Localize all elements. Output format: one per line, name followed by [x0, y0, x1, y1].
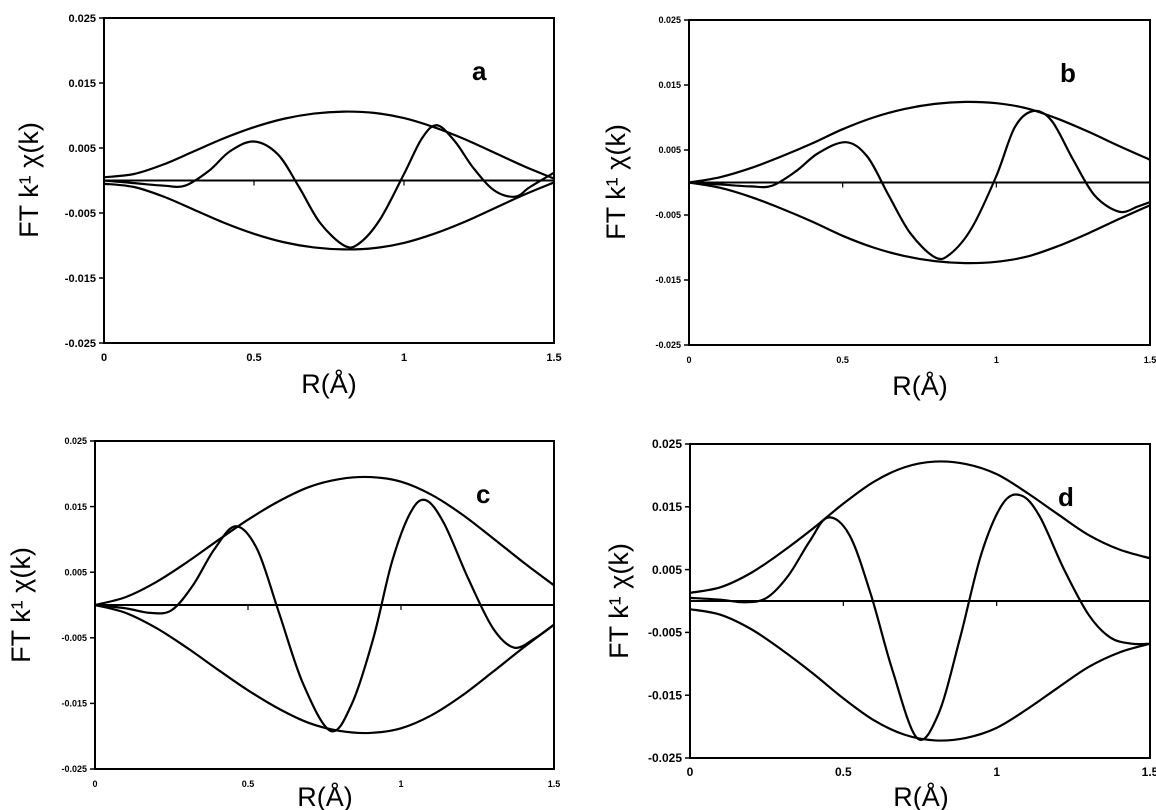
y-tick-label: 0.015 — [652, 500, 682, 514]
x-tick-label: 0 — [92, 779, 97, 789]
panel-letter: d — [1058, 482, 1074, 512]
y-tick-label: -0.015 — [648, 688, 682, 702]
x-tick-label: 0.5 — [242, 779, 255, 789]
x-tick-label: 0 — [101, 352, 107, 364]
panel-letter: c — [476, 479, 490, 509]
x-tick-label: 1 — [401, 352, 407, 364]
panel-letter: a — [472, 56, 487, 86]
y-tick-label: -0.025 — [648, 751, 682, 765]
panel-b: 0.025 0.015 0.005 -0.005 -0.015 -0.025 0 0.5 1 1.… — [601, 15, 1156, 401]
x-tick-label: 1.5 — [1144, 355, 1156, 365]
x-tick-label: 1 — [994, 355, 999, 365]
y-tick-label: 0.005 — [64, 567, 87, 577]
x-tick-label: 1 — [993, 765, 1000, 779]
series-line-1 — [689, 460, 1151, 594]
y-tick-label: -0.025 — [655, 340, 681, 350]
y-tick-label: 0.005 — [658, 145, 681, 155]
series-line-2 — [688, 181, 1151, 265]
x-tick-label: 0 — [687, 765, 694, 779]
x-axis-label: R(Å) — [301, 368, 357, 399]
x-axis-label: R(Å) — [297, 781, 353, 810]
series-line-1 — [103, 110, 555, 180]
y-tick-label: 0.015 — [658, 80, 681, 90]
panel-c: 0.025 0.015 0.005 -0.005 -0.015 -0.025 0 0.5 1 1.… — [6, 436, 560, 810]
series-line-2 — [94, 603, 555, 735]
y-tick-label: 0.005 — [68, 143, 96, 155]
y-tick-label: -0.015 — [61, 699, 87, 709]
series-line-1 — [688, 100, 1151, 184]
panel-d: 0.025 0.015 0.005 -0.005 -0.015 -0.025 0 0.5 1 1.… — [604, 437, 1156, 810]
panel-letter: b — [1060, 58, 1076, 88]
y-axis-label: FT k¹ χ(k) — [6, 547, 36, 663]
series-line-2 — [103, 181, 555, 251]
y-tick-label: 0.025 — [652, 437, 682, 451]
x-tick-label: 1.5 — [548, 779, 561, 789]
series-line-3 — [94, 498, 555, 733]
x-axis-label: R(Å) — [892, 370, 948, 401]
x-tick-label: 0.5 — [836, 355, 849, 365]
y-tick-label: -0.015 — [655, 275, 681, 285]
panel-a: 0.025 0.015 0.005 -0.005 -0.015 -0.025 0 0.5 1 1.… — [14, 13, 562, 399]
y-axis-label: FT k¹ χ(k) — [604, 543, 634, 659]
y-axis-label: FT k¹ χ(k) — [14, 122, 44, 238]
y-tick-label: -0.005 — [648, 626, 682, 640]
x-tick-label: 1 — [398, 779, 403, 789]
y-tick-label: -0.015 — [65, 273, 96, 285]
y-tick-label: -0.025 — [65, 338, 96, 350]
y-tick-label: -0.005 — [655, 210, 681, 220]
y-tick-label: -0.005 — [65, 208, 96, 220]
series-line-2 — [689, 608, 1151, 742]
x-tick-label: 0 — [686, 355, 691, 365]
x-tick-label: 0.5 — [246, 352, 261, 364]
y-tick-label: -0.005 — [61, 633, 87, 643]
series-line-1 — [94, 475, 555, 607]
y-tick-label: 0.025 — [658, 15, 681, 25]
y-axis-label: FT k¹ χ(k) — [601, 124, 631, 240]
x-tick-label: 1.5 — [546, 352, 561, 364]
y-tick-label: 0.005 — [652, 563, 682, 577]
x-tick-label: 0.5 — [835, 765, 852, 779]
series-line-3 — [103, 124, 555, 249]
series-line-3 — [688, 109, 1151, 261]
y-tick-label: -0.025 — [61, 764, 87, 774]
y-tick-label: 0.025 — [64, 436, 87, 446]
x-tick-label: 1.5 — [1142, 765, 1156, 779]
series-line-3 — [689, 493, 1151, 741]
y-tick-label: 0.015 — [68, 78, 96, 90]
x-axis-label: R(Å) — [893, 781, 949, 810]
y-tick-label: 0.015 — [64, 502, 87, 512]
y-tick-label: 0.025 — [68, 13, 96, 25]
